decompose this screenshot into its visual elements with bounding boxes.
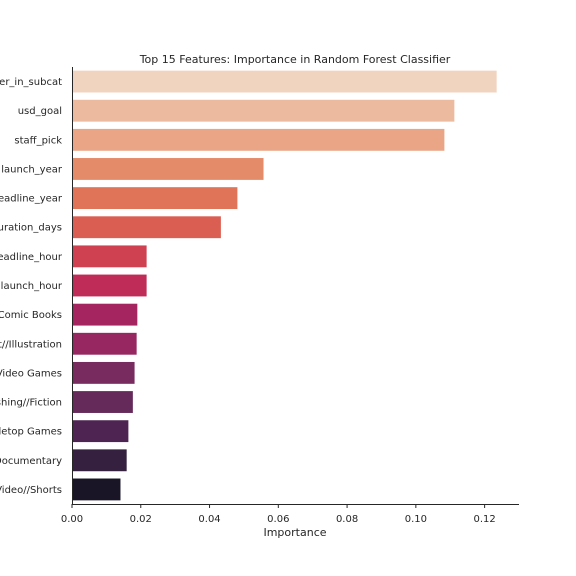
x-tick-label: 0.00	[61, 514, 83, 525]
category-label: rt//Illustration	[0, 339, 62, 350]
category-label: Video Games	[0, 368, 62, 379]
bar	[72, 187, 238, 210]
x-tick-label: 0.10	[405, 514, 427, 525]
bar	[72, 158, 264, 180]
category-label: launch_year	[1, 164, 63, 175]
category-label: Video//Shorts	[0, 485, 62, 496]
bar	[72, 245, 147, 268]
category-label: uration_days	[0, 223, 62, 234]
bar	[72, 70, 497, 93]
bar	[72, 478, 121, 501]
bar-group	[72, 70, 497, 501]
bar	[72, 361, 135, 384]
category-label: staff_pick	[14, 135, 62, 146]
x-axis-label: Importance	[263, 526, 326, 539]
category-label-group: er_in_subcat usd_goal staff_pick launch_yea…	[0, 77, 63, 496]
category-label: er_in_subcat	[0, 77, 62, 88]
bar	[72, 303, 138, 326]
category-label: Documentary	[0, 456, 62, 467]
bar	[72, 274, 147, 297]
bar	[72, 216, 221, 239]
bar	[72, 449, 127, 472]
category-label: letop Games	[0, 427, 62, 438]
x-tick-label: 0.08	[336, 514, 358, 525]
x-tick-label: 0.02	[130, 514, 152, 525]
category-label: shing//Fiction	[0, 398, 62, 409]
chart-title: Top 15 Features: Importance in Random Fo…	[139, 53, 451, 66]
x-tick-label: 0.04	[198, 514, 220, 525]
category-label: eadline_hour	[0, 252, 63, 263]
category-label: eadline_year	[0, 194, 63, 205]
x-tick-group: 0.00 0.02 0.04 0.06 0.08 0.10 0.12	[61, 504, 496, 525]
bar	[72, 420, 129, 443]
bar	[72, 99, 455, 122]
x-tick-label: 0.12	[473, 514, 495, 525]
category-label: launch_hour	[1, 281, 63, 292]
x-tick-label: 0.06	[267, 514, 289, 525]
bar	[72, 391, 133, 413]
category-label: Comic Books	[0, 310, 62, 321]
bar	[72, 332, 137, 355]
bar	[72, 128, 445, 151]
category-label: usd_goal	[18, 106, 62, 117]
